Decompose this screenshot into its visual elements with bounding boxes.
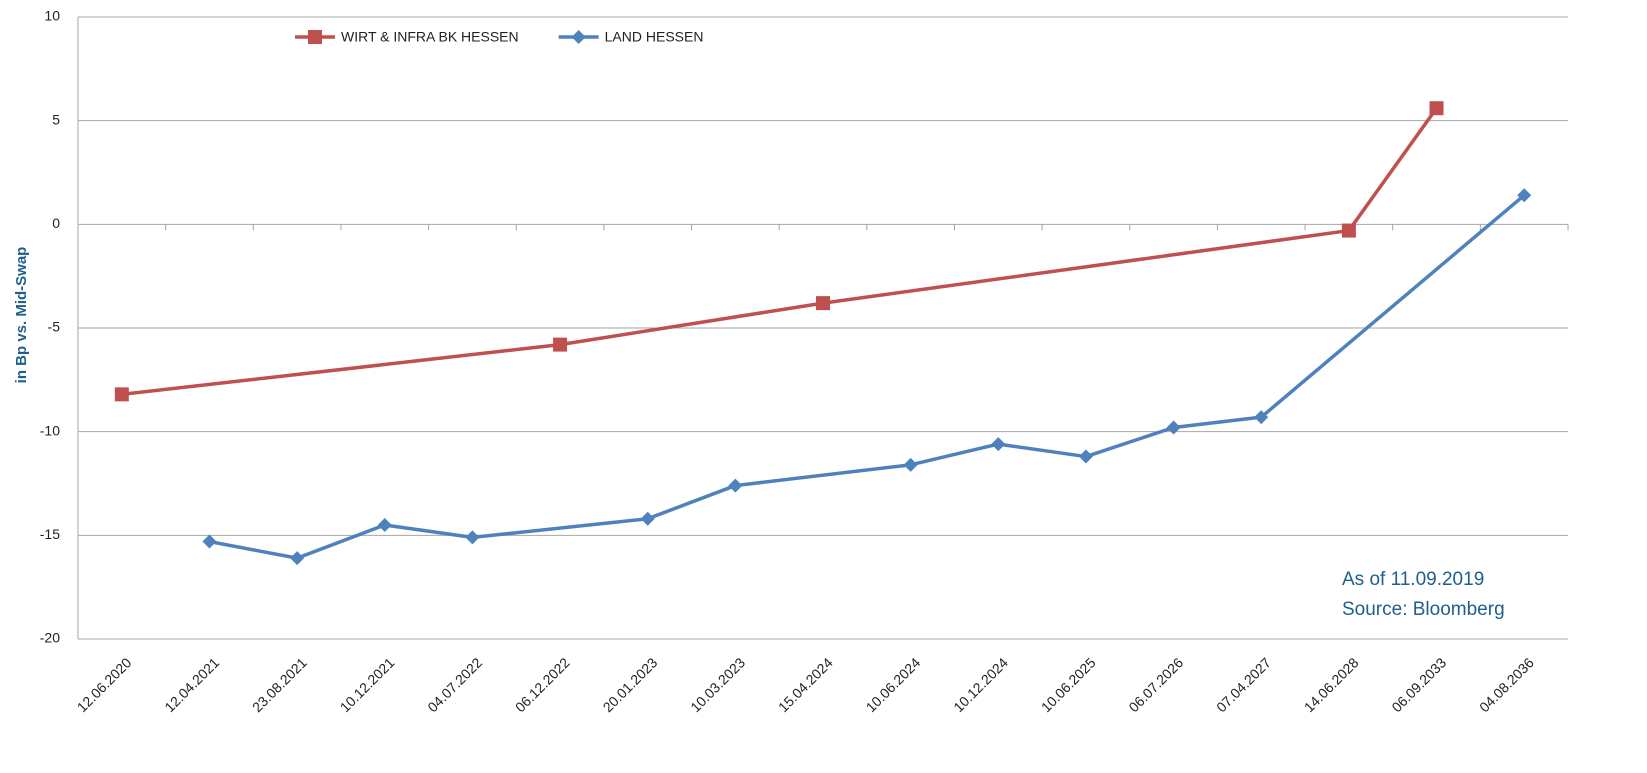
marker: [1166, 420, 1181, 435]
marker: [728, 478, 743, 493]
line-segment: [998, 442, 1087, 459]
line-segment: [121, 342, 561, 397]
line-segment: [735, 463, 911, 488]
annotation: As of 11.09.2019: [1342, 569, 1484, 590]
x-tick-label: 15.04.2024: [775, 654, 836, 715]
y-tick-label: -5: [48, 319, 61, 335]
y-tick-label: 5: [52, 111, 60, 127]
x-tick-label: 23.08.2021: [249, 654, 310, 715]
line-segment: [296, 523, 386, 560]
marker: [991, 437, 1006, 452]
x-tick-label: 10.06.2024: [863, 654, 924, 715]
x-tick-label: 04.08.2036: [1476, 654, 1537, 715]
marker: [1517, 188, 1532, 203]
marker: [553, 337, 568, 352]
marker: [308, 30, 322, 44]
y-tick-label: -20: [40, 630, 60, 646]
x-tick-label: 04.07.2022: [424, 654, 485, 715]
line-segment: [472, 517, 648, 540]
x-tick-label: 06.07.2026: [1125, 654, 1186, 715]
line-segment: [1347, 107, 1438, 232]
x-tick-label: 14.06.2028: [1301, 654, 1362, 715]
line-segment: [209, 539, 298, 560]
x-tick-label: 06.09.2033: [1388, 654, 1449, 715]
line-segment: [1173, 415, 1262, 430]
line-segment: [1085, 425, 1175, 459]
marker: [903, 457, 918, 472]
x-tick-label: 10.06.2025: [1038, 654, 1099, 715]
line-segment: [1260, 193, 1526, 419]
marker: [816, 296, 830, 311]
marker: [1254, 410, 1269, 425]
marker: [114, 387, 129, 402]
x-tick-label: 12.04.2021: [161, 654, 222, 715]
line-segment: [647, 483, 736, 521]
marker: [1078, 449, 1093, 464]
marker: [202, 534, 217, 549]
y-tick-label: 10: [44, 8, 60, 24]
x-tick-label: 10.12.2021: [337, 654, 398, 715]
x-tick-label: 10.12.2024: [950, 654, 1011, 715]
y-tick-label: -15: [40, 526, 60, 542]
y-tick-label: -10: [40, 422, 60, 438]
marker: [640, 511, 655, 526]
x-tick-label: 07.04.2027: [1213, 654, 1274, 715]
marker: [465, 530, 480, 545]
marker: [377, 517, 392, 532]
y-axis-label: in Bp vs. Mid-Swap: [13, 247, 30, 384]
annotation: Source: Bloomberg: [1342, 599, 1505, 620]
x-tick-label: 06.12.2022: [512, 654, 573, 715]
marker: [290, 551, 305, 566]
marker: [1429, 101, 1444, 116]
marker: [1341, 223, 1356, 238]
line-segment: [910, 442, 999, 467]
legend-label: LAND HESSEN: [605, 29, 704, 45]
x-tick-label: 10.03.2023: [687, 654, 748, 715]
marker: [571, 30, 586, 44]
legend-label: WIRT & INFRA BK HESSEN: [341, 29, 519, 45]
x-tick-label: 20.01.2023: [600, 654, 661, 715]
x-tick-label: 12.06.2020: [74, 654, 135, 715]
line-segment: [822, 228, 1350, 305]
y-tick-label: 0: [52, 215, 60, 231]
line-segment: [384, 523, 473, 540]
annotation-box: [1326, 562, 1566, 638]
line-segment: [559, 301, 824, 347]
